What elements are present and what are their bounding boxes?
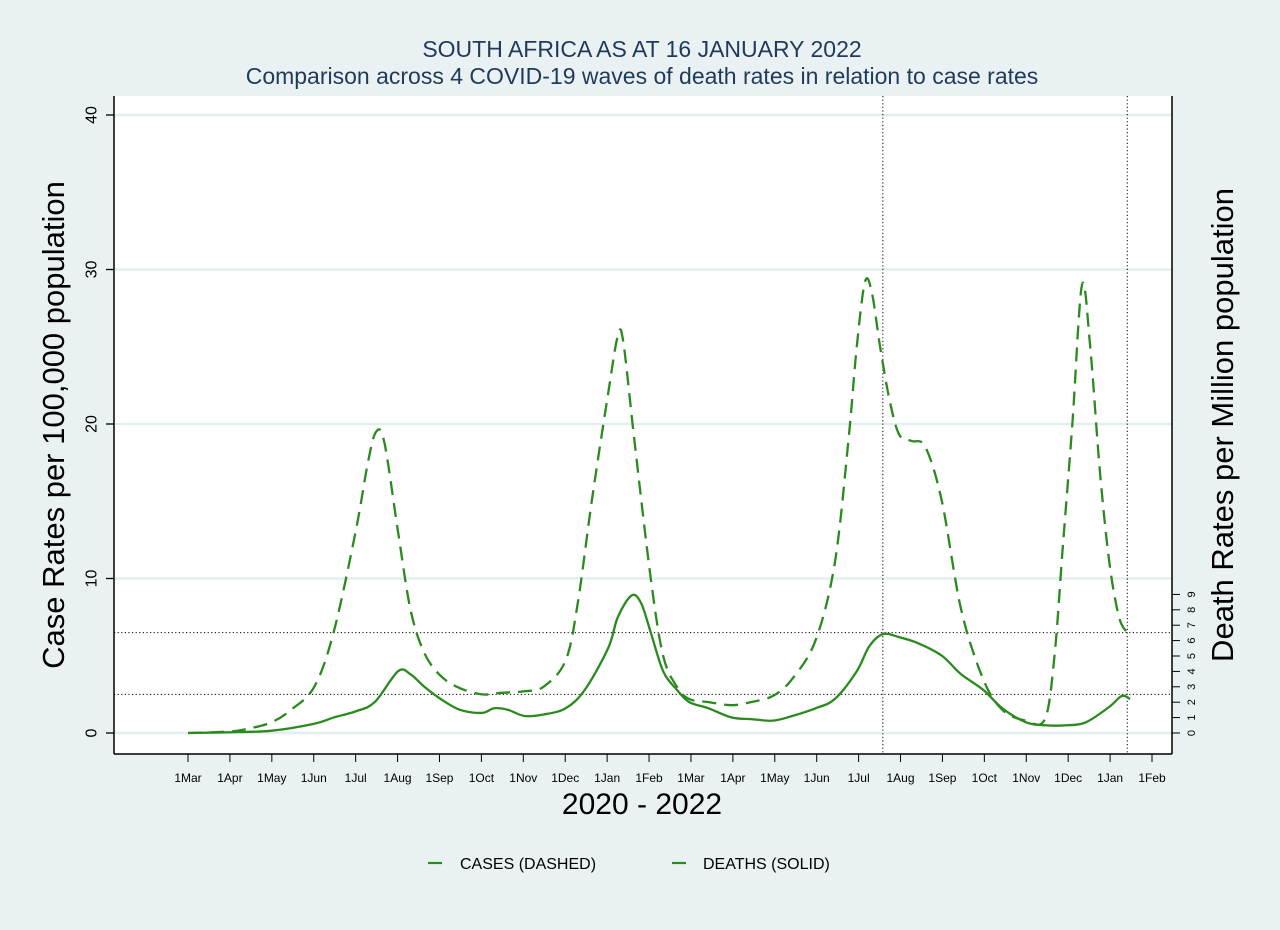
x-ticks: 1Mar 1Apr 1May 1Jun 1Jul 1Aug 1Sep 1Oct 1Nov 1Dec… — [174, 754, 1166, 785]
x-tick-label: 1Sep — [928, 771, 956, 785]
x-tick-label: 1Oct — [972, 771, 998, 785]
right-y-ticks: 0 1 2 3 4 5 6 7 8 9 — [1172, 591, 1198, 736]
x-tick-label: 1Dec — [1054, 771, 1082, 785]
chart-subtitle: Comparison across 4 COVID-19 waves of de… — [246, 63, 1039, 89]
right-y-tick-label: 6 — [1186, 638, 1198, 644]
x-tick-label: 1Jan — [594, 771, 620, 785]
left-y-ticks: 0 10 20 30 40 — [84, 106, 114, 737]
x-tick-label: 1Mar — [174, 771, 201, 785]
y-tick-label: 10 — [84, 570, 101, 588]
right-y-tick-label: 9 — [1186, 591, 1198, 597]
x-tick-label: 1Dec — [551, 771, 579, 785]
right-y-tick-label: 4 — [1186, 668, 1198, 674]
x-tick-label: 1Jul — [345, 771, 367, 785]
left-y-axis-title: Case Rates per 100,000 population — [36, 181, 71, 669]
x-tick-label: 1Jul — [848, 771, 870, 785]
x-tick-label: 1May — [257, 771, 286, 785]
x-tick-label: 1May — [760, 771, 789, 785]
x-tick-label: 1Jun — [804, 771, 830, 785]
y-tick-label: 0 — [84, 728, 101, 737]
legend: CASES (DASHED) DEATHS (SOLID) — [428, 856, 830, 873]
right-y-tick-label: 8 — [1186, 607, 1198, 613]
x-tick-label: 1Oct — [469, 771, 495, 785]
right-y-axis-title: Death Rates per Million population — [1205, 188, 1240, 662]
reference-lines — [114, 96, 1172, 754]
x-tick-label: 1Mar — [677, 771, 704, 785]
x-tick-label: 1Jan — [1097, 771, 1123, 785]
right-y-tick-label: 7 — [1186, 622, 1198, 628]
right-y-tick-label: 1 — [1186, 715, 1198, 721]
x-axis-title: 2020 - 2022 — [562, 788, 722, 821]
right-y-tick-label: 3 — [1186, 684, 1198, 690]
x-tick-label: 1Nov — [509, 771, 537, 785]
y-tick-label: 30 — [84, 261, 101, 279]
y-tick-label: 40 — [84, 106, 101, 124]
legend-label-cases: CASES (DASHED) — [460, 856, 596, 873]
legend-label-deaths: DEATHS (SOLID) — [703, 856, 830, 873]
x-tick-label: 1Feb — [635, 771, 663, 785]
series-lines — [187, 277, 1131, 735]
x-tick-label: 1Sep — [425, 771, 453, 785]
x-tick-label: 1Apr — [217, 771, 242, 785]
gridlines — [114, 113, 1172, 735]
x-tick-label: 1Aug — [384, 771, 412, 785]
cases-line — [187, 277, 1129, 735]
x-tick-label: 1Aug — [887, 771, 915, 785]
x-tick-label: 1Feb — [1138, 771, 1166, 785]
x-tick-label: 1Jun — [301, 771, 327, 785]
x-tick-label: 1Apr — [720, 771, 745, 785]
right-y-tick-label: 0 — [1186, 730, 1198, 736]
right-y-tick-label: 2 — [1186, 699, 1198, 705]
chart-title: SOUTH AFRICA AS AT 16 JANUARY 2022 — [422, 36, 861, 62]
deaths-line — [187, 593, 1131, 735]
right-y-tick-label: 5 — [1186, 653, 1198, 659]
x-tick-label: 1Nov — [1012, 771, 1040, 785]
y-tick-label: 20 — [84, 415, 101, 433]
